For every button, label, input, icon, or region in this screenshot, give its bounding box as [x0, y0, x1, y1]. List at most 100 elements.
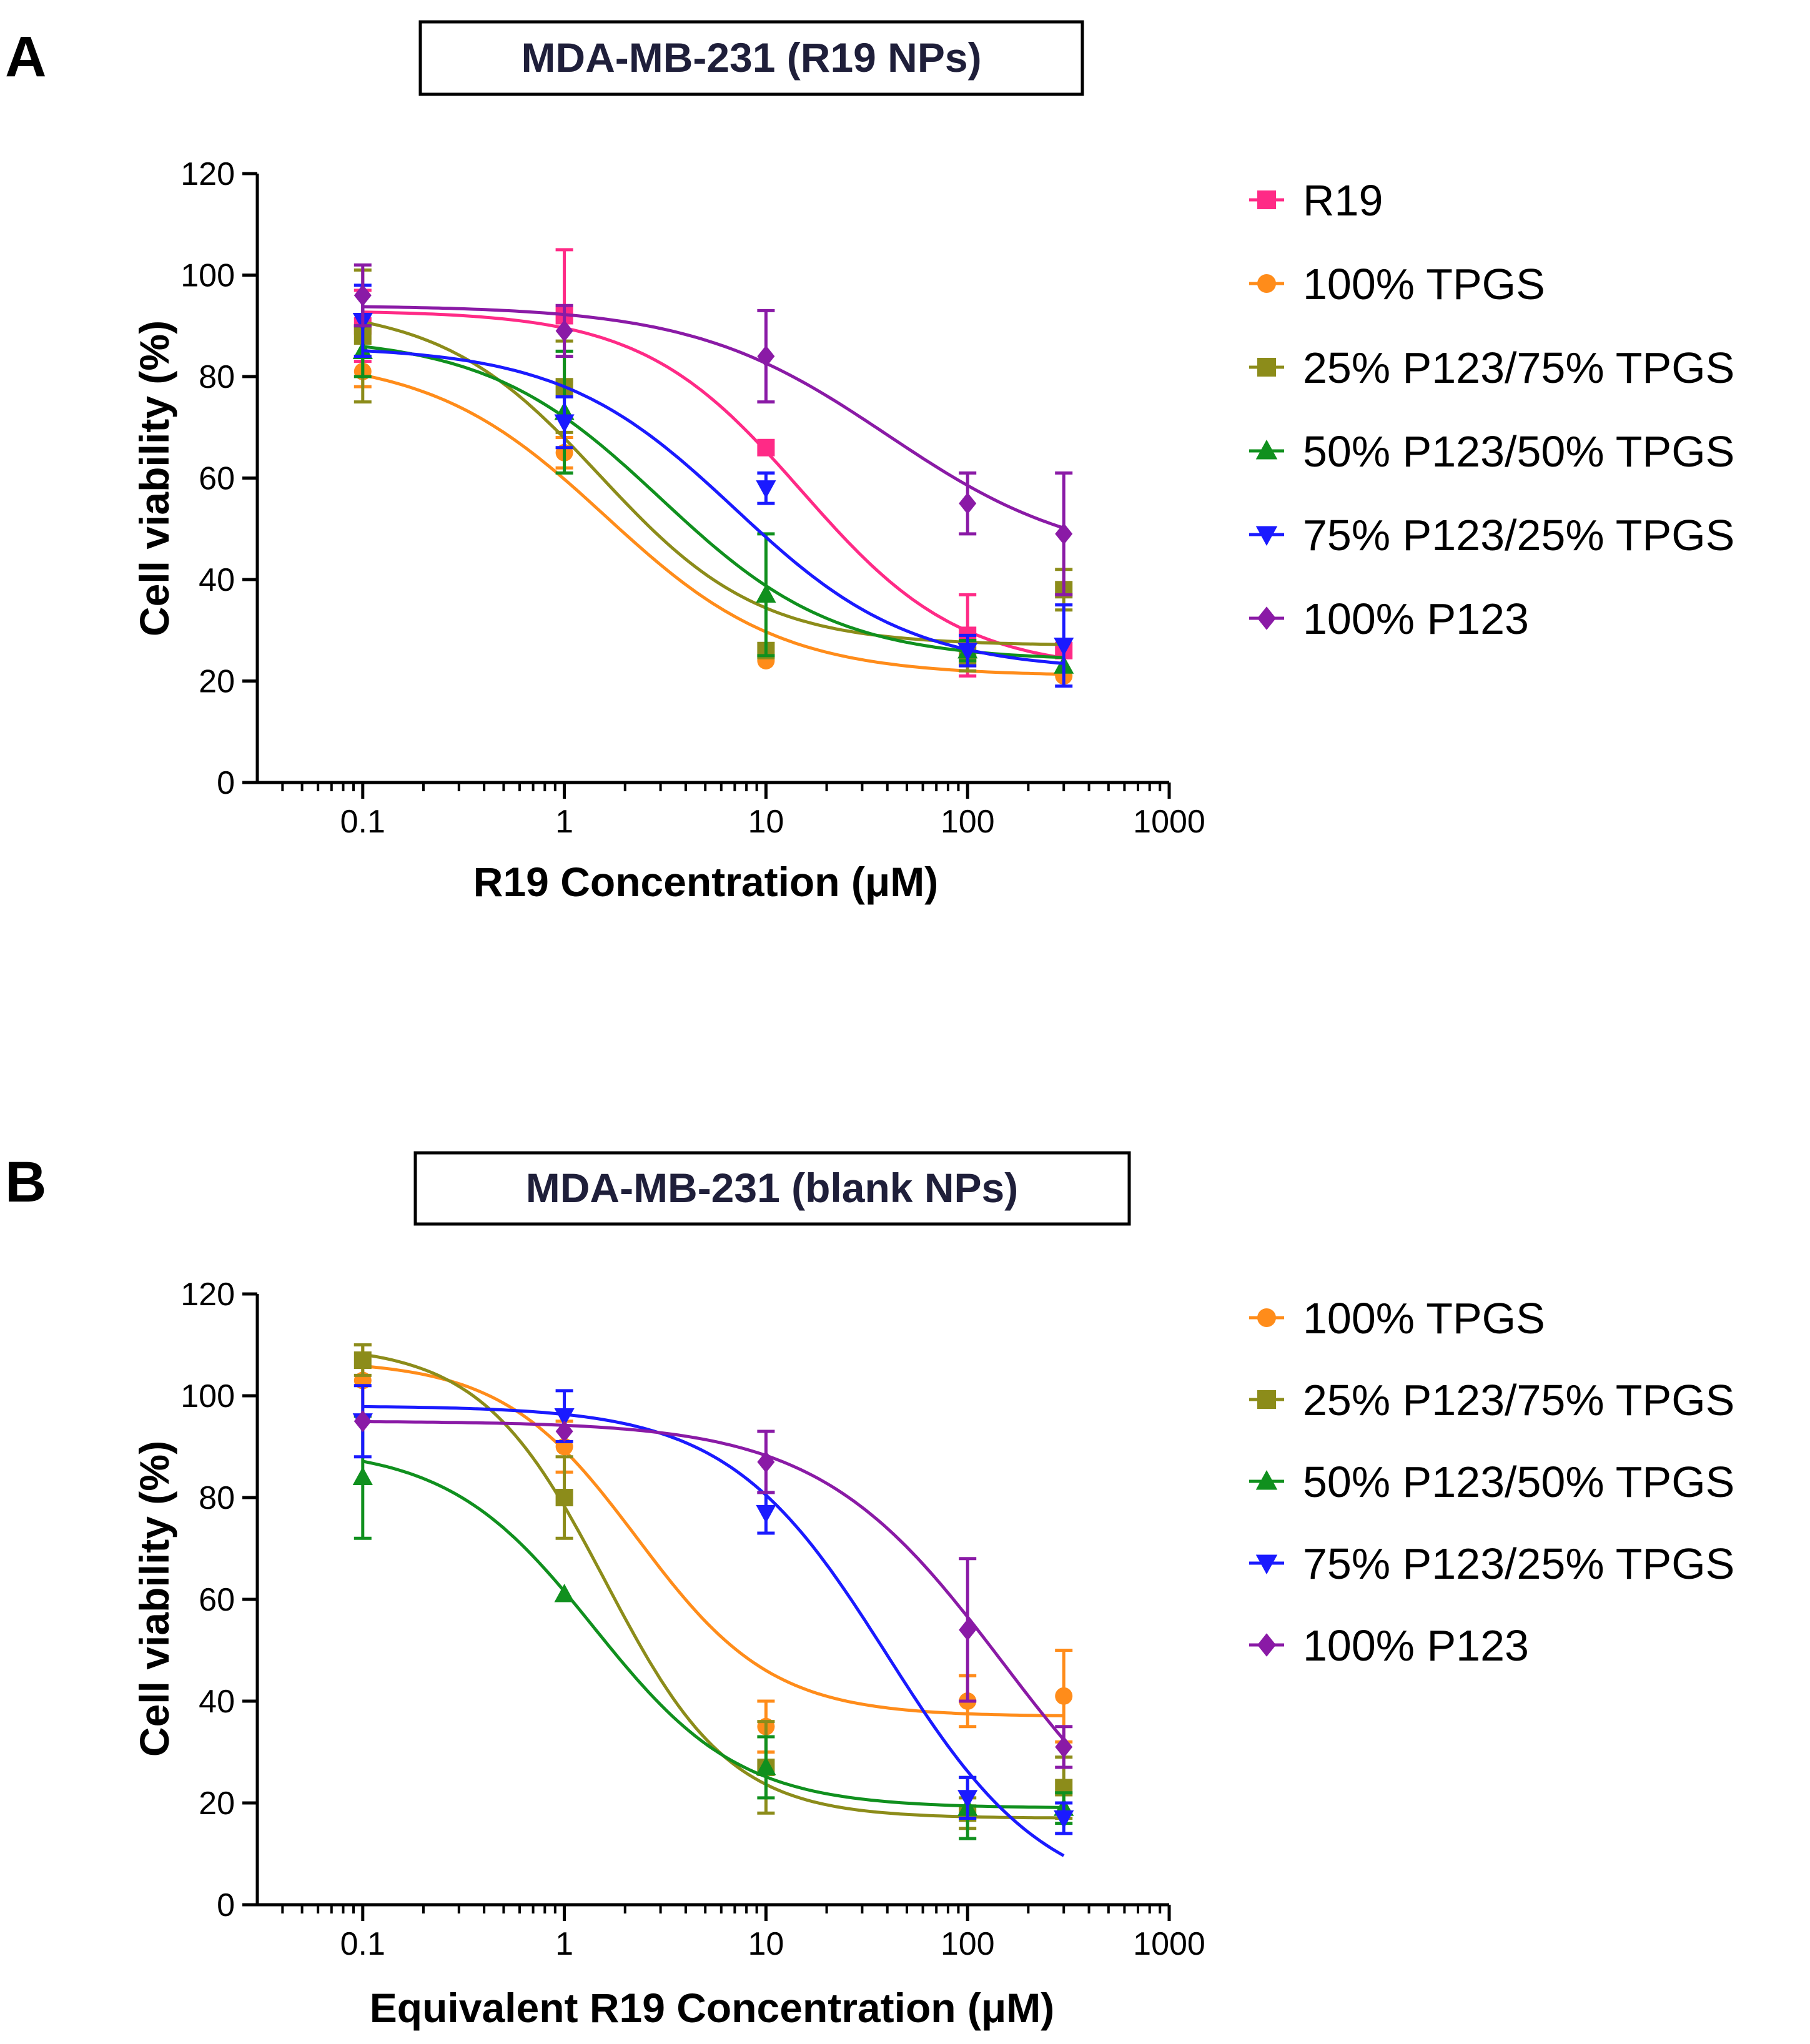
data-point [554, 1408, 575, 1427]
legend-marker [1257, 274, 1276, 293]
panel-label-b: B [5, 1150, 46, 1214]
data-point [554, 1584, 575, 1602]
plot-area-a: 0 20 40 60 80 100 120 0.1 1 10 100 1000 [181, 156, 1205, 840]
legend-marker [1257, 1390, 1276, 1409]
legend-item: 100% TPGS [1249, 260, 1545, 309]
legend-item: 75% P123/25% TPGS [1249, 1539, 1734, 1588]
legend-item: 75% P123/25% TPGS [1249, 511, 1734, 560]
series-100-tpgs [354, 1343, 1073, 1754]
y-tick-label: 20 [199, 664, 235, 700]
series-25-p123-75-tpgs [354, 268, 1073, 673]
y-tick-label: 120 [181, 156, 235, 192]
legend-marker [1257, 190, 1276, 209]
legend-label: 75% P123/25% TPGS [1303, 1539, 1734, 1588]
title-box-b [413, 1151, 1131, 1226]
series-75-p123-25-tpgs [352, 284, 1074, 688]
panel-label-a: A [5, 25, 46, 89]
y-tick-label: 60 [199, 461, 235, 497]
data-point [959, 1619, 977, 1641]
legend-marker [1255, 1554, 1278, 1574]
data-point [1054, 638, 1074, 656]
fit-curve [362, 1420, 1066, 1741]
series-100-p123 [354, 263, 1073, 596]
legend-label: 100% TPGS [1303, 260, 1545, 309]
data-point [1054, 1810, 1074, 1829]
fit-curve [362, 305, 1064, 530]
data-point [757, 345, 775, 367]
fit-curve [362, 320, 1064, 646]
data-point [756, 584, 776, 603]
y-tick-label: 100 [181, 1378, 235, 1415]
y-tick-label: 40 [199, 1684, 235, 1720]
y-tick-label: 40 [199, 562, 235, 598]
fit-curve [362, 345, 1064, 659]
fit-curve [362, 310, 1064, 660]
y-tick-label: 100 [181, 258, 235, 294]
y-axis-label-b: Cell viability (%) [131, 1441, 177, 1757]
x-tick-label: 1 [555, 1926, 573, 1962]
x-tick-label: 100 [941, 804, 995, 840]
legend-marker [1255, 1470, 1278, 1490]
x-tick-label: 0.1 [340, 1926, 385, 1962]
legend-label: 100% TPGS [1303, 1294, 1545, 1343]
panel-a: A MDA-MB-231 (R19 NPs) 0 20 40 60 80 100 120 0.… [5, 20, 1734, 905]
fit-curve [362, 1405, 1065, 1857]
x-tick-label: 1000 [1133, 804, 1205, 840]
data-point [1055, 1735, 1073, 1758]
legend-label: 25% P123/75% TPGS [1303, 1376, 1734, 1424]
x-tick-label: 10 [748, 1926, 784, 1962]
fit-curve [362, 1459, 1064, 1809]
y-tick-label: 60 [199, 1582, 235, 1618]
data-point [554, 414, 575, 433]
legend-marker [1257, 1633, 1276, 1657]
series-r19 [354, 248, 1073, 678]
data-point [756, 480, 776, 499]
x-axis-label-b: Equivalent R19 Concentration (μM) [370, 1985, 1054, 2031]
series-25-p123-75-tpgs [354, 1343, 1073, 1830]
data-point [959, 492, 977, 515]
legend-label: 100% P123 [1303, 1621, 1529, 1670]
y-tick-label: 120 [181, 1276, 235, 1313]
data-point [354, 1410, 372, 1433]
data-point [757, 438, 775, 457]
panel-b: B MDA-MB-231 (blank NPs) 0 20 40 60 80 100 120… [5, 1150, 1734, 2031]
legend-item: 100% P123 [1249, 1621, 1529, 1670]
legend-item: 25% P123/75% TPGS [1249, 343, 1734, 392]
data-point [757, 1451, 775, 1473]
legend-label: 100% P123 [1303, 595, 1529, 643]
y-tick-label: 0 [217, 765, 235, 801]
x-tick-label: 1 [555, 804, 573, 840]
chart-title-a: MDA-MB-231 (R19 NPs) [521, 34, 981, 81]
series-75-p123-25-tpgs [352, 1384, 1074, 1857]
title-box-a [418, 20, 1084, 96]
x-tick-label: 100 [941, 1926, 995, 1962]
legend-label: 50% P123/50% TPGS [1303, 427, 1734, 476]
data-point [1055, 1687, 1073, 1705]
data-point [957, 1790, 978, 1809]
y-tick-label: 80 [199, 1480, 235, 1516]
data-point [555, 1420, 573, 1443]
x-tick-label: 1000 [1133, 1926, 1205, 1962]
legend-item: 50% P123/50% TPGS [1249, 427, 1734, 476]
data-point [957, 643, 978, 661]
legend-label: 25% P123/75% TPGS [1303, 343, 1734, 392]
legend-label: 50% P123/50% TPGS [1303, 1458, 1734, 1506]
legend-a: R19 100% TPGS 25% P123/75% TPGS 50% P123/50… [1249, 176, 1734, 643]
data-point [354, 284, 372, 307]
fit-curve [362, 1365, 1064, 1717]
legend-marker [1257, 606, 1276, 630]
data-point [1055, 523, 1073, 545]
x-tick-label: 10 [748, 804, 784, 840]
x-axis-label-a: R19 Concentration (μM) [473, 859, 938, 905]
series-100-p123 [354, 1410, 1073, 1769]
legend-marker [1257, 1308, 1276, 1327]
chart-title-b: MDA-MB-231 (blank NPs) [526, 1165, 1018, 1211]
legend-item: 100% P123 [1249, 595, 1529, 643]
data-point [756, 1504, 776, 1524]
y-tick-label: 0 [217, 1887, 235, 1923]
legend-item: 50% P123/50% TPGS [1249, 1458, 1734, 1506]
y-tick-label: 20 [199, 1785, 235, 1822]
data-point [352, 1466, 373, 1485]
fit-curve [362, 349, 1064, 665]
data-point [555, 320, 573, 342]
